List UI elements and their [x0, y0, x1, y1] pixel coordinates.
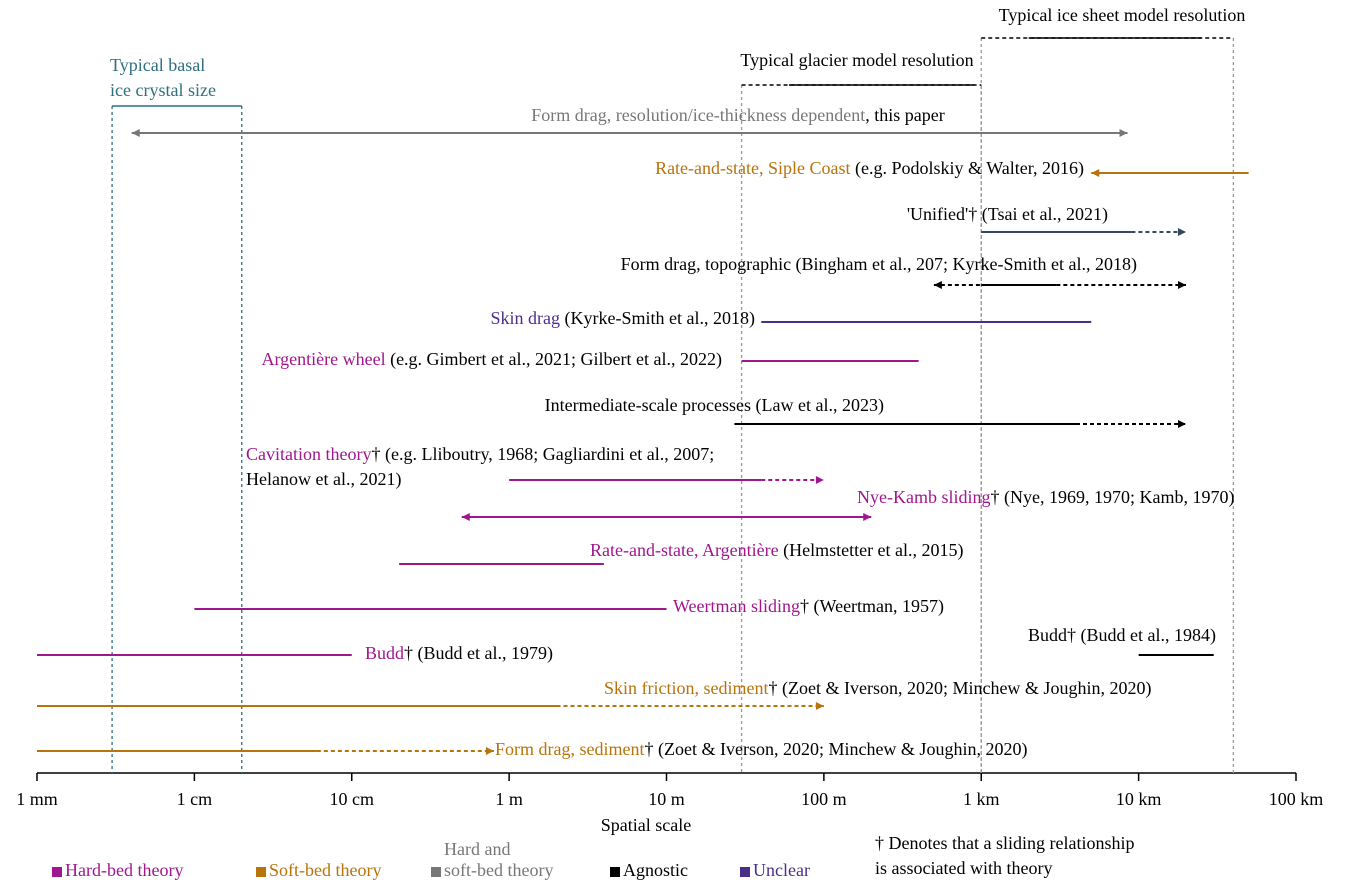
range-label: Budd† (Budd et al., 1979): [365, 643, 553, 664]
range-citation: † (Nye, 1969, 1970; Kamb, 1970): [990, 487, 1234, 508]
range-citation: (Kyrke-Smith et al., 2018): [560, 308, 755, 329]
range-label: Argentière wheel (e.g. Gimbert et al., 2…: [261, 349, 722, 370]
reference-label: Typical glacier model resolution: [740, 50, 973, 70]
range-label: Form drag, sediment† (Zoet & Iverson, 20…: [495, 739, 1027, 760]
x-tick-label: 1 cm: [177, 789, 213, 809]
footnote: † Denotes that a sliding relationship: [875, 833, 1134, 853]
range-citation: Intermediate-scale processes (Law et al.…: [545, 395, 884, 416]
x-tick-label: 10 m: [648, 789, 685, 809]
range-citation: (Helmstetter et al., 2015): [779, 540, 964, 561]
legend-swatch: [431, 867, 441, 877]
range-citation: (e.g. Gimbert et al., 2021; Gilbert et a…: [386, 349, 722, 370]
legend-swatch: [610, 867, 620, 877]
range-name: Argentière wheel: [261, 349, 385, 369]
range-label: Form drag, topographic (Bingham et al., …: [621, 254, 1137, 275]
range-citation: Helanow et al., 2021): [246, 469, 401, 490]
range-citation: Budd† (Budd et al., 1984): [1028, 625, 1216, 646]
range-name: Budd: [365, 643, 404, 663]
x-tick-label: 100 m: [801, 789, 847, 809]
range-label: Form drag, resolution/ice-thickness depe…: [531, 105, 944, 125]
x-tick-label: 100 km: [1269, 789, 1324, 809]
range-citation: 'Unified'† (Tsai et al., 2021): [907, 204, 1108, 225]
range-name: Skin friction, sediment: [604, 678, 768, 698]
range-citation: † (Zoet & Iverson, 2020; Minchew & Jough…: [644, 739, 1027, 760]
legend-label: Soft-bed theory: [269, 860, 381, 880]
arrow-head: [815, 702, 824, 710]
range-citation: Form drag, topographic (Bingham et al., …: [621, 254, 1137, 275]
legend-label: Hard and: [444, 839, 510, 859]
range-label: Nye-Kamb sliding† (Nye, 1969, 1970; Kamb…: [857, 487, 1234, 508]
x-tick-label: 10 km: [1116, 789, 1162, 809]
arrow-head: [1119, 129, 1128, 137]
range-citation: (e.g. Podolskiy & Walter, 2016): [851, 158, 1084, 179]
legend-swatch: [740, 867, 750, 877]
legend-swatch: [256, 867, 266, 877]
range-name: Rate-and-state, Siple Coast: [655, 158, 850, 178]
legend-label: Unclear: [753, 860, 810, 880]
range-citation: † (e.g. Lliboutry, 1968; Gagliardini et …: [371, 444, 714, 465]
range-label: Rate-and-state, Siple Coast (e.g. Podols…: [655, 158, 1084, 179]
range-citation: † (Zoet & Iverson, 2020; Minchew & Jough…: [768, 678, 1151, 699]
x-tick-label: 10 cm: [330, 789, 375, 809]
range-name: Skin drag: [491, 308, 561, 328]
range-citation: † (Budd et al., 1979): [404, 643, 553, 664]
arrow-head: [933, 281, 942, 289]
range-label: Budd† (Budd et al., 1984): [1028, 625, 1216, 646]
arrow-head: [1091, 169, 1100, 177]
range-name: Form drag, sediment: [495, 739, 644, 759]
arrow-head: [863, 513, 872, 521]
footnote: is associated with theory: [875, 858, 1052, 878]
legend-label: Hard-bed theory: [65, 860, 183, 880]
range-citation: † (Weertman, 1957): [800, 596, 944, 617]
legend-label: Agnostic: [623, 860, 688, 880]
range-label: Cavitation theory† (e.g. Lliboutry, 1968…: [246, 444, 714, 465]
arrow-head: [815, 476, 824, 484]
range-name: Cavitation theory: [246, 444, 371, 464]
range-label: Weertman sliding† (Weertman, 1957): [673, 596, 944, 617]
x-tick-label: 1 m: [495, 789, 523, 809]
range-name: Nye-Kamb sliding: [857, 487, 990, 507]
arrow-head: [485, 747, 494, 755]
reference-label: ice crystal size: [110, 80, 216, 100]
arrow-head: [131, 129, 140, 137]
range-name: Weertman sliding: [673, 596, 800, 616]
legend-swatch: [52, 867, 62, 877]
arrow-head: [1177, 281, 1186, 289]
x-tick-label: 1 km: [963, 789, 1000, 809]
arrow-head: [1177, 228, 1186, 236]
arrow-head: [461, 513, 470, 521]
range-name: Form drag, resolution/ice-thickness depe…: [531, 105, 865, 125]
range-label: Skin friction, sediment† (Zoet & Iverson…: [604, 678, 1151, 699]
x-tick-label: 1 mm: [16, 789, 58, 809]
legend-label: soft-bed theory: [444, 860, 553, 880]
range-name: Rate-and-state, Argentière: [590, 540, 779, 560]
x-axis-label: Spatial scale: [601, 815, 691, 835]
arrow-head: [1177, 420, 1186, 428]
range-citation: , this paper: [865, 105, 944, 125]
range-label: Rate-and-state, Argentière (Helmstetter …: [590, 540, 964, 561]
range-label: 'Unified'† (Tsai et al., 2021): [907, 204, 1108, 225]
reference-label: Typical ice sheet model resolution: [999, 5, 1246, 25]
reference-label: Typical basal: [110, 55, 205, 75]
range-label: Skin drag (Kyrke-Smith et al., 2018): [491, 308, 755, 329]
range-label: Intermediate-scale processes (Law et al.…: [545, 395, 884, 416]
